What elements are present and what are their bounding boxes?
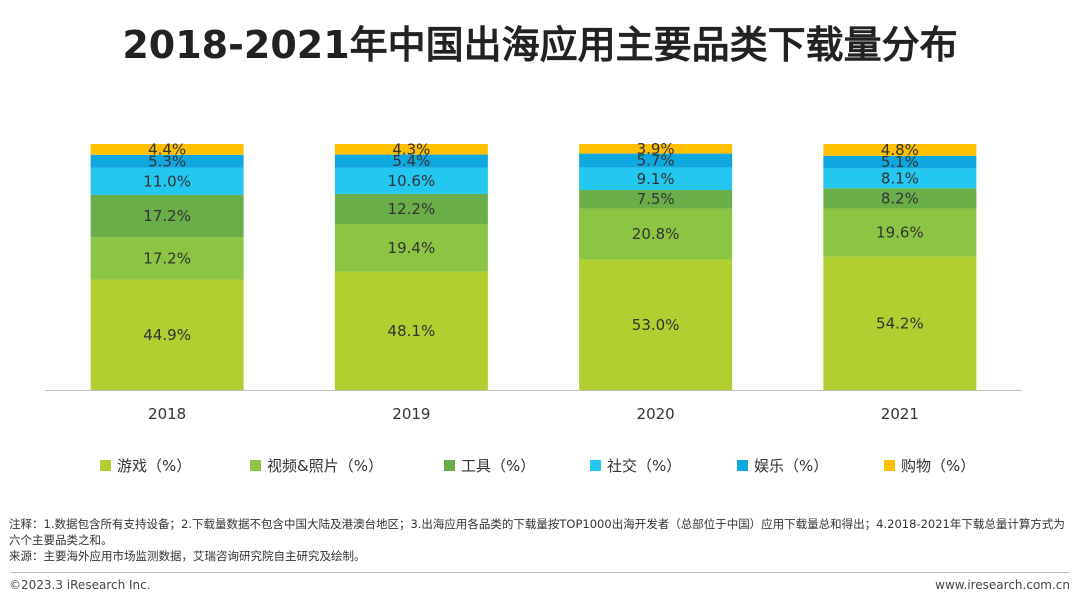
bar-segment [90, 237, 244, 280]
data-label: 17.2% [143, 207, 191, 225]
legend-swatch [884, 460, 895, 471]
data-label: 44.9% [143, 326, 191, 344]
legend-swatch [590, 460, 601, 471]
source-text: 来源：主要海外应用市场监测数据，艾瑞咨询研究院自主研究及绘制。 [9, 549, 366, 563]
data-label: 19.6% [876, 224, 924, 242]
note-text: 注释：1.数据包含所有支持设备；2.下载量数据不包含中国大陆及港澳台地区；3.出… [9, 517, 1065, 547]
x-tick-label: 2019 [392, 405, 430, 423]
bar-segment [579, 259, 733, 390]
chart-title: 2018-2021年中国出海应用主要品类下载量分布 [122, 23, 958, 67]
bar-segment [579, 153, 733, 168]
bar-segment [90, 154, 244, 168]
footer-divider [10, 572, 1070, 573]
bar-segment [334, 271, 488, 390]
copyright: ©2023.3 iResearch Inc. [9, 578, 151, 592]
data-label: 5.4% [392, 152, 430, 170]
data-label: 17.2% [143, 249, 191, 267]
bar-segment [823, 188, 977, 209]
data-label: 20.8% [632, 225, 680, 243]
x-tick-label: 2020 [637, 405, 675, 423]
data-label: 54.2% [876, 314, 924, 332]
data-label: 7.5% [637, 190, 675, 208]
data-label: 4.4% [148, 140, 186, 158]
bar-segment [823, 144, 977, 156]
bar-segment [90, 194, 244, 238]
legend-swatch [100, 460, 111, 471]
data-label: 48.1% [388, 322, 436, 340]
bar-segment [90, 279, 244, 390]
data-label: 8.2% [881, 189, 919, 207]
bar-segment [579, 208, 733, 260]
bar-segment [823, 208, 977, 257]
bar-segment [579, 144, 733, 154]
website: www.iresearch.com.cn [935, 578, 1070, 592]
data-label: 9.1% [637, 170, 675, 188]
x-tick-label: 2021 [881, 405, 919, 423]
bar-segment [334, 223, 488, 272]
bar-segment [334, 144, 488, 155]
bar-segment [579, 190, 733, 209]
legend-label: 娱乐（%） [754, 457, 828, 475]
data-label: 5.7% [637, 152, 675, 170]
data-label: 8.1% [881, 169, 919, 187]
stacked-bar-chart: 44.9% 17.2% 17.2% 11.0% 5.3%4.4% 2018 48.1% 19.… [45, 140, 1022, 475]
legend-label: 视频&照片（%） [267, 457, 383, 475]
bar-segment [823, 256, 977, 390]
bar-segment [579, 167, 733, 191]
notes: 注释：1.数据包含所有支持设备；2.下载量数据不包含中国大陆及港澳台地区；3.出… [9, 516, 1071, 564]
data-label: 12.2% [388, 200, 436, 218]
data-label: 4.8% [881, 141, 919, 159]
data-label: 4.3% [392, 140, 430, 158]
data-label: 5.3% [148, 152, 186, 170]
bar-segment [334, 193, 488, 224]
data-label: 11.0% [143, 172, 191, 190]
legend-label: 游戏（%） [117, 457, 191, 475]
legend-label: 购物（%） [901, 457, 975, 475]
legend-swatch [250, 460, 261, 471]
bar-segment [334, 167, 488, 194]
legend-label: 社交（%） [607, 457, 681, 475]
bar-segment [823, 168, 977, 189]
data-label: 3.9% [637, 140, 675, 158]
bar-segment [823, 155, 977, 169]
legend-label: 工具（%） [461, 457, 535, 475]
bar-segment [90, 167, 244, 195]
bar-segment [90, 144, 244, 155]
x-tick-label: 2018 [148, 405, 186, 423]
bar-segment [334, 154, 488, 168]
data-label: 10.6% [388, 172, 436, 190]
data-label: 5.1% [881, 153, 919, 171]
data-label: 53.0% [632, 316, 680, 334]
legend-swatch [737, 460, 748, 471]
legend-swatch [444, 460, 455, 471]
data-label: 19.4% [388, 239, 436, 257]
